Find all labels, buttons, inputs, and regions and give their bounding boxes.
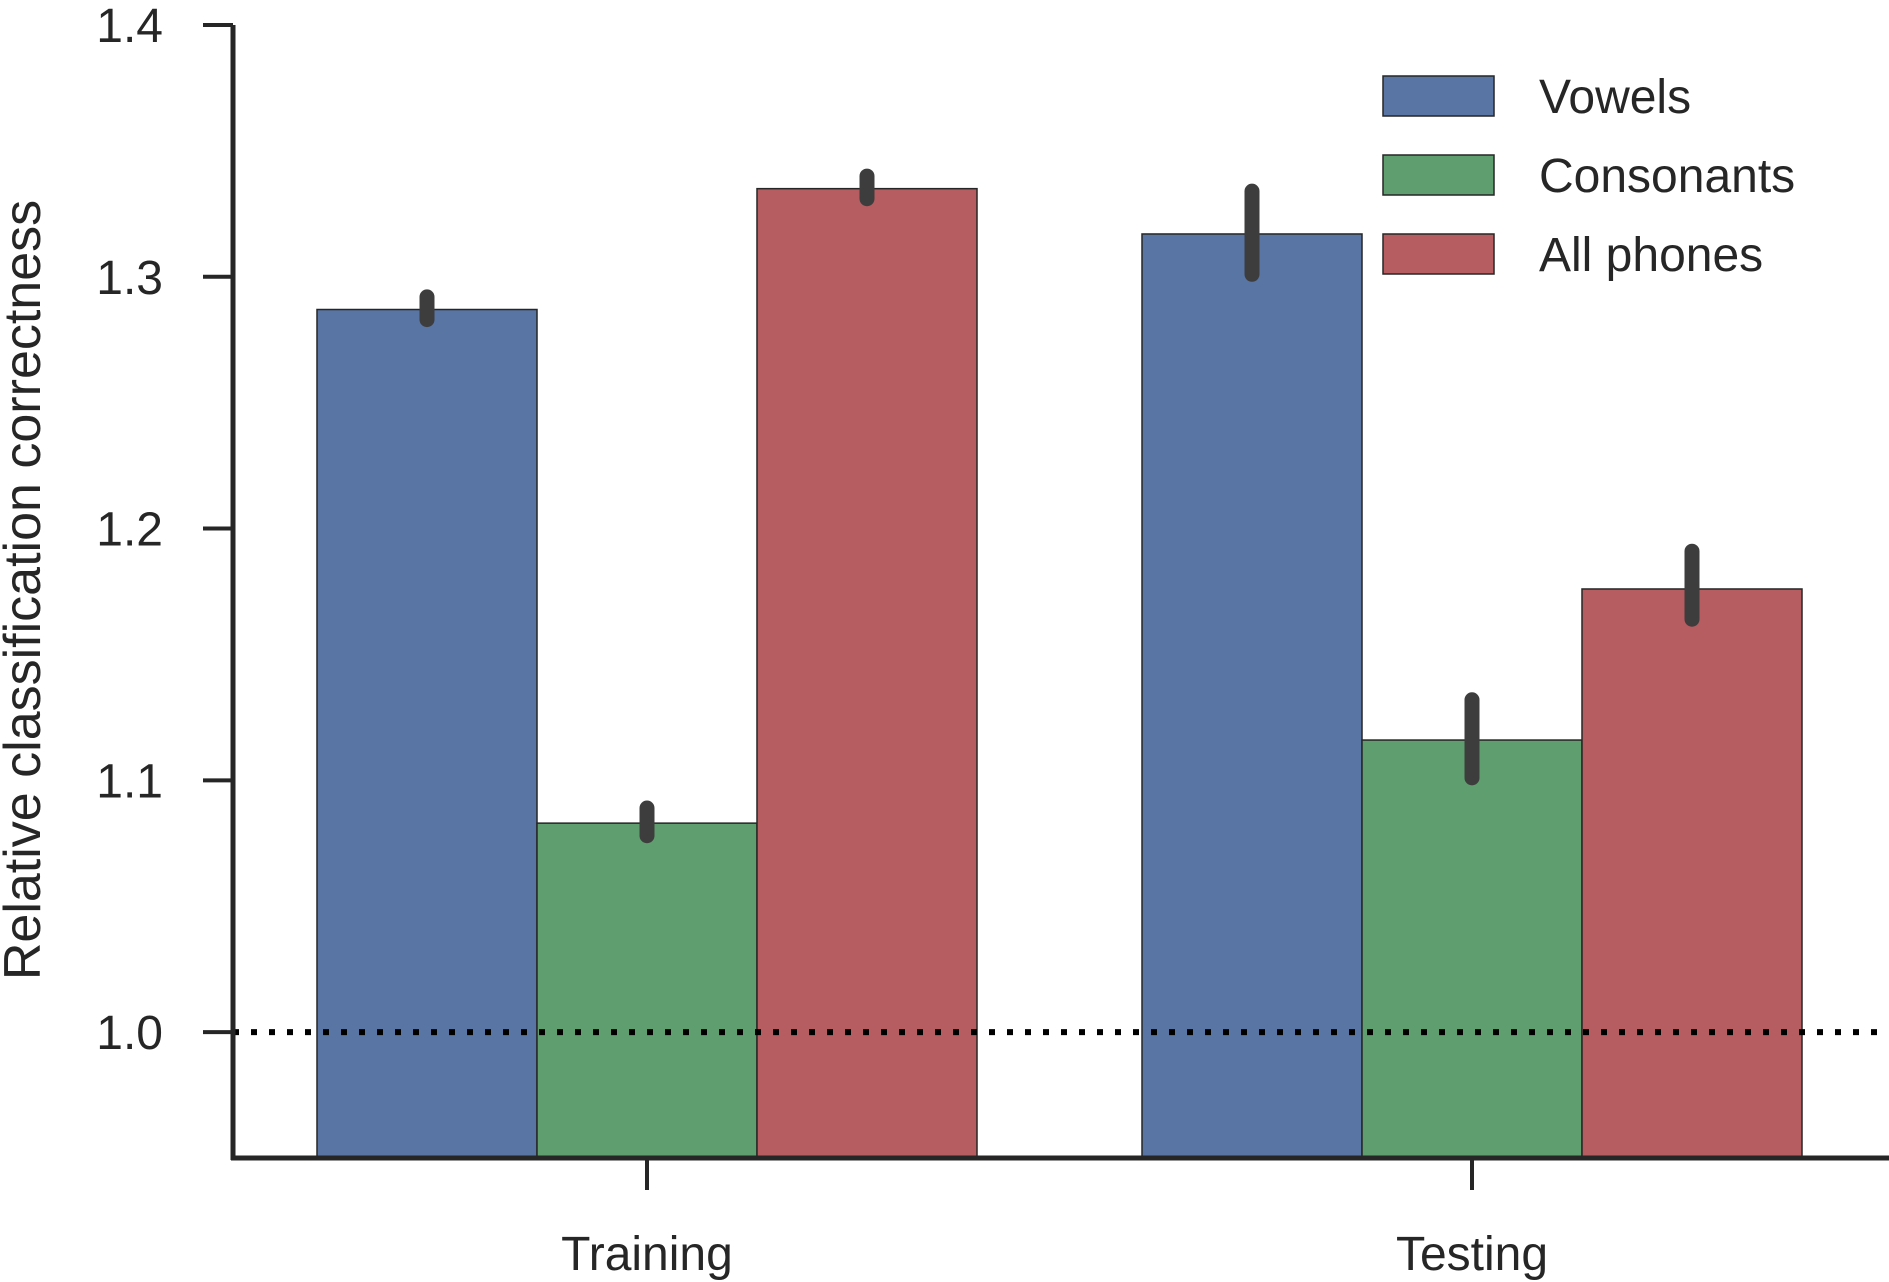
x-tick-label-testing: Testing (1396, 1228, 1548, 1281)
bar-consonants-training (536, 822, 758, 1159)
y-tick-label: 1.2 (96, 504, 163, 557)
bar-vowels-testing (1141, 233, 1363, 1159)
bar-vowels-training (316, 308, 538, 1159)
legend-label-consonants: Consonants (1539, 150, 1795, 203)
legend-swatch-vowels (1382, 75, 1495, 117)
legend-label-vowels: Vowels (1539, 71, 1691, 124)
y-tick-label: 1.0 (96, 1007, 163, 1060)
axes-layer: 1.0 1.1 1.2 1.3 1.4 Training Testing (96, 0, 1889, 1281)
y-tick-label: 1.1 (96, 755, 163, 808)
y-tick-label: 1.4 (96, 0, 163, 53)
x-tick-label-training: Training (561, 1228, 733, 1281)
legend-swatch-all-phones (1382, 233, 1495, 275)
bar-consonants-testing (1361, 739, 1583, 1159)
y-axis-label: Relative classification correctness (0, 200, 52, 980)
bars-layer (316, 187, 1803, 1159)
legend-label-all-phones: All phones (1539, 229, 1763, 282)
bar-all-phones-testing (1581, 588, 1803, 1159)
error-bars-layer (419, 168, 1700, 844)
legend-swatch-consonants (1382, 154, 1495, 196)
y-tick-label: 1.3 (96, 252, 163, 305)
legend: Vowels Consonants All phones (1382, 71, 1795, 282)
bar-all-phones-training (756, 187, 978, 1159)
